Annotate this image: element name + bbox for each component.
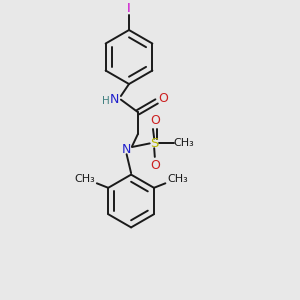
Text: N: N xyxy=(109,93,119,106)
Text: I: I xyxy=(127,2,131,15)
Text: N: N xyxy=(122,143,131,156)
Text: CH₃: CH₃ xyxy=(174,138,195,148)
Text: H: H xyxy=(102,96,110,106)
Text: S: S xyxy=(150,137,158,150)
Text: O: O xyxy=(158,92,168,105)
Text: CH₃: CH₃ xyxy=(74,174,95,184)
Text: CH₃: CH₃ xyxy=(167,174,188,184)
Text: O: O xyxy=(150,159,160,172)
Text: O: O xyxy=(150,113,160,127)
